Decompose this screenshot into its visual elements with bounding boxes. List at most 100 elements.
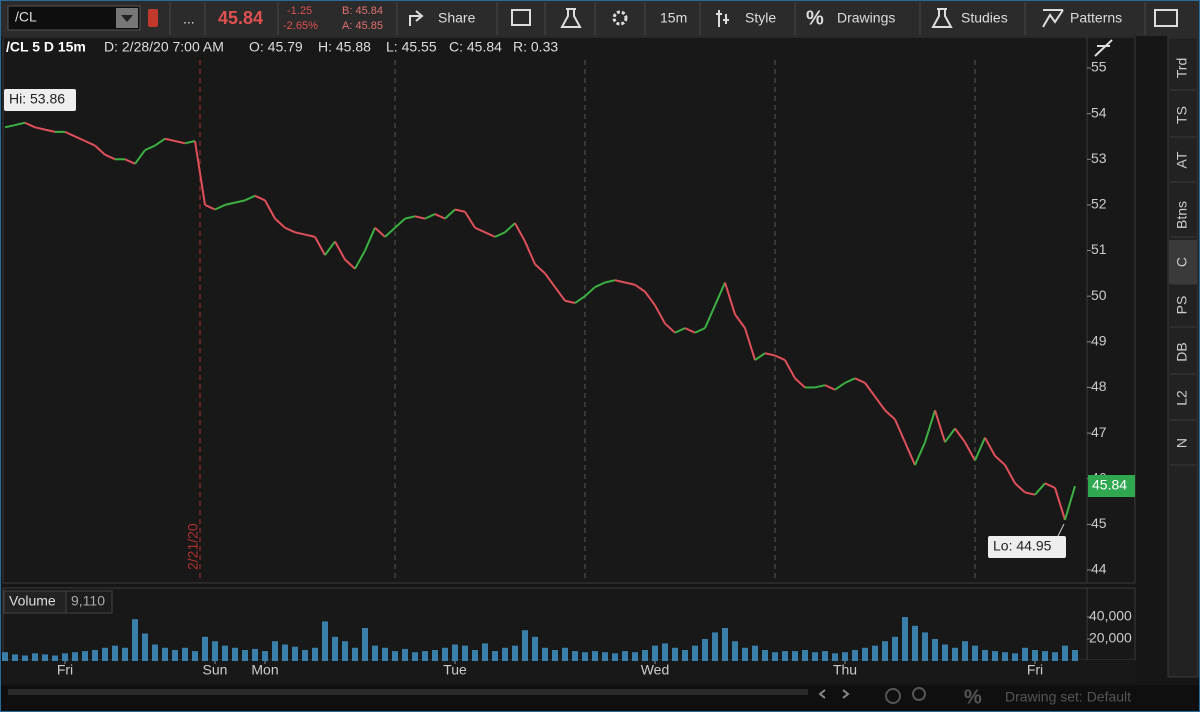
volume-bar — [572, 651, 578, 661]
volume-bar — [1042, 651, 1048, 661]
price-segment — [834, 382, 846, 391]
sidebar-tab[interactable]: Btns — [1174, 201, 1190, 229]
volume-bar — [262, 651, 268, 661]
scrollbar[interactable] — [8, 689, 808, 695]
scroll-arrows[interactable] — [818, 689, 850, 699]
volume-bar — [192, 651, 198, 661]
info-close: C: 45.84 — [449, 39, 502, 55]
last-price-marker — [1088, 475, 1135, 498]
volume-bar — [932, 639, 938, 661]
zoom-icon[interactable] — [912, 687, 926, 701]
price-segment — [814, 384, 826, 389]
last-price: 45.84 — [218, 8, 263, 28]
price-segment — [324, 240, 336, 256]
timeframe-button[interactable]: 15m — [660, 10, 687, 26]
info-symbol: /CL 5 D 15m — [6, 39, 86, 55]
volume-axis — [1086, 587, 1136, 661]
volume-bar — [342, 641, 348, 661]
volume-bar — [652, 645, 658, 661]
price-panel — [2, 36, 1088, 584]
volume-bar — [872, 645, 878, 661]
price-segment — [94, 144, 106, 156]
volume-bar — [702, 639, 708, 661]
price-segment — [414, 215, 426, 220]
ask: A: 45.85 — [342, 20, 383, 32]
price-segment — [304, 233, 316, 238]
axis-tool-icon[interactable] — [1094, 39, 1113, 57]
price-segment — [924, 409, 936, 443]
price-segment — [784, 359, 796, 379]
y-tick-label: 55 — [1091, 59, 1107, 75]
studies-button[interactable]: Studies — [961, 10, 1008, 26]
volume-bar — [462, 645, 468, 661]
studies-icon — [931, 8, 953, 28]
patterns-icon — [1042, 9, 1064, 28]
price-segment — [544, 272, 556, 288]
price-segment — [934, 409, 946, 443]
volume-bar — [382, 647, 388, 661]
volume-bar — [32, 653, 38, 661]
volume-bar — [322, 621, 328, 661]
menu-icon[interactable] — [1154, 9, 1178, 27]
price-segment — [294, 231, 306, 236]
sidebar-tab[interactable]: N — [1174, 438, 1190, 448]
volume-bar — [852, 650, 858, 661]
session-label: 2/21/20 — [185, 523, 201, 570]
sidebar-tab[interactable]: Trd — [1174, 58, 1190, 78]
volume-bar — [1062, 645, 1068, 661]
low-connector — [1057, 523, 1065, 537]
sidebar-tab[interactable]: AT — [1174, 151, 1190, 168]
crosshair-icon[interactable] — [885, 688, 901, 704]
volume-bar — [882, 641, 888, 661]
volume-bar — [222, 645, 228, 661]
volume-bar — [942, 644, 948, 661]
volume-bar — [612, 653, 618, 661]
volume-bar — [622, 651, 628, 661]
more[interactable]: ... — [183, 11, 195, 27]
price-segment — [864, 382, 876, 398]
price-segment — [524, 241, 536, 265]
volume-bar — [532, 636, 538, 661]
price-segment — [244, 194, 256, 202]
volume-bar — [562, 647, 568, 661]
volume-bar — [722, 628, 728, 661]
style-button[interactable]: Style — [745, 10, 776, 26]
price-segment — [874, 395, 886, 411]
price-segment — [684, 327, 696, 334]
price-segment — [34, 126, 46, 131]
price-segment — [944, 427, 956, 443]
price-segment — [444, 208, 456, 220]
price-segment — [1044, 482, 1056, 489]
drawing-icon: % — [964, 686, 982, 708]
sidebar-tab[interactable]: TS — [1174, 106, 1190, 124]
x-tick-label: Wed — [641, 662, 670, 678]
volume-tick-label: 40,000 — [1089, 608, 1132, 624]
x-tick-label: Sun — [203, 662, 228, 678]
sidebar-tab[interactable]: PS — [1174, 296, 1190, 315]
volume-bar — [902, 617, 908, 661]
volume-bar — [762, 650, 768, 661]
y-tick-label: 49 — [1091, 333, 1107, 349]
alert-icon[interactable] — [148, 9, 158, 27]
share-button[interactable]: Share — [438, 10, 476, 26]
volume-bar — [112, 645, 118, 661]
sidebar-tab[interactable]: L2 — [1174, 390, 1190, 406]
drawing-set[interactable]: Drawing set: Default — [1005, 689, 1131, 705]
volume-bar — [412, 652, 418, 661]
price-segment — [1024, 491, 1036, 496]
price-segment — [494, 231, 506, 238]
volume-bar — [522, 630, 528, 661]
flask-icon[interactable] — [560, 8, 582, 28]
volume-bar — [642, 650, 648, 661]
price-segment — [504, 222, 516, 234]
snapshot-icon[interactable] — [511, 9, 531, 26]
volume-bar — [952, 647, 958, 661]
sidebar-tab[interactable]: DB — [1174, 342, 1190, 361]
patterns-button[interactable]: Patterns — [1070, 10, 1122, 26]
price-segment — [4, 124, 16, 129]
price-segment — [594, 281, 606, 288]
x-tick-label: Fri — [57, 662, 73, 678]
drawings-button[interactable]: Drawings — [837, 10, 895, 26]
gear-icon[interactable] — [612, 10, 628, 26]
sidebar-tab[interactable]: C — [1174, 257, 1190, 267]
